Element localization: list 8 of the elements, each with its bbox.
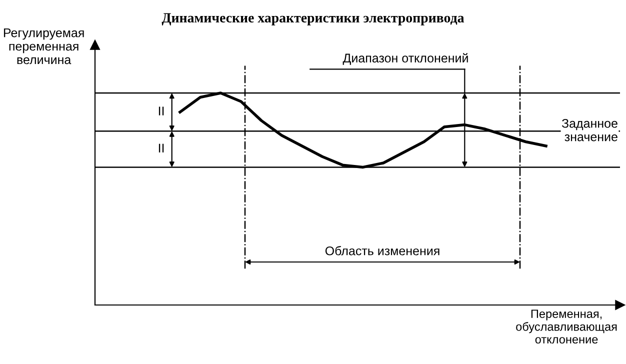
text: II bbox=[158, 144, 164, 152]
chart-title: Динамические характеристики электропривода bbox=[162, 13, 464, 26]
ref-line-label: Заданное значение bbox=[562, 118, 618, 142]
text: Регулируемая переменная величина bbox=[4, 28, 84, 64]
text: Диапазон отклонений bbox=[342, 53, 468, 65]
x-axis-title: Переменная, обуславливающая отклонение bbox=[516, 310, 617, 344]
annotation: Область изменения bbox=[325, 246, 440, 256]
text: II bbox=[158, 106, 164, 116]
